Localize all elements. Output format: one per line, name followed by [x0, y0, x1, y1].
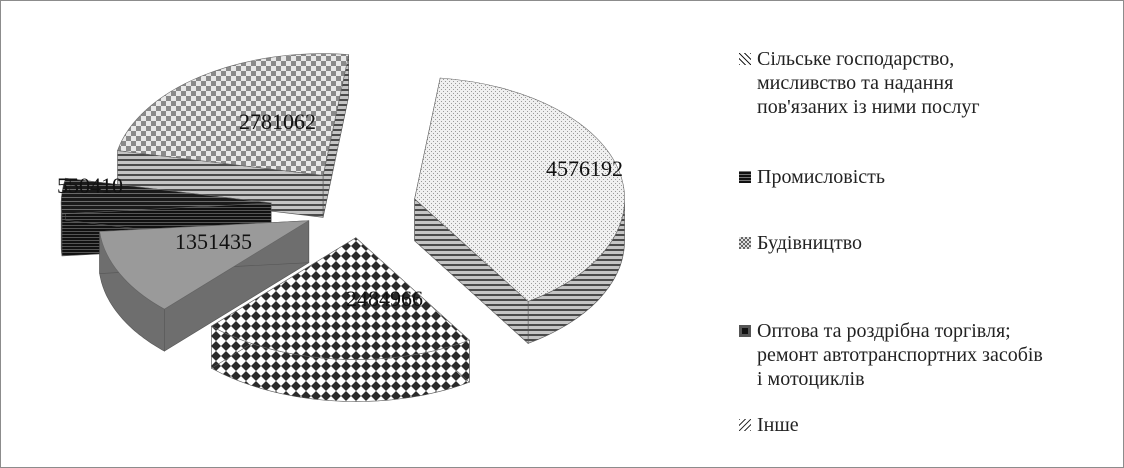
slice-construction-top [99, 220, 309, 310]
legend-item-trade: Оптова та роздрібна торгівля; ремонт авт… [739, 319, 1043, 391]
legend-label-other: Інше [757, 414, 799, 436]
legend-item-industry: Промисловість [739, 165, 885, 189]
pie-chart: 4576192 2484966 1351435 550410 2781062 [57, 53, 625, 402]
legend-label-agriculture: Сільське господарство, мисливство та над… [757, 48, 980, 118]
slice-trade-top [210, 237, 470, 360]
slice-construction [99, 220, 310, 352]
legend-item-construction: Будівництво [739, 231, 862, 255]
legend-label-industry: Промисловість [757, 166, 886, 188]
legend-swatch-construction [739, 237, 751, 249]
slice-other [117, 53, 350, 218]
legend-label-trade: Оптова та роздрібна торгівля; ремонт авт… [757, 320, 1043, 390]
slice-agriculture-top [414, 77, 625, 302]
legend-swatch-industry [739, 171, 751, 183]
data-label-trade: 2484966 [346, 286, 423, 311]
slice-industry-top [60, 177, 272, 215]
legend-swatch-other [739, 419, 751, 431]
legend-swatch-agriculture [739, 53, 751, 65]
data-label-other: 2781062 [239, 109, 316, 134]
slice-trade [210, 237, 470, 402]
legend-item-agriculture: Сільське господарство, мисливство та над… [739, 47, 980, 119]
legend: Сільське господарство, мисливство та над… [739, 1, 1119, 467]
slice-agriculture [414, 77, 625, 345]
legend-swatch-trade [739, 325, 751, 337]
legend-label-construction: Будівництво [757, 232, 863, 254]
legend-item-other: Інше [739, 413, 799, 437]
data-label-industry: 550410 [57, 173, 123, 198]
data-label-agriculture: 4576192 [546, 156, 623, 181]
data-label-construction: 1351435 [175, 229, 252, 254]
slice-other-top [117, 53, 350, 176]
